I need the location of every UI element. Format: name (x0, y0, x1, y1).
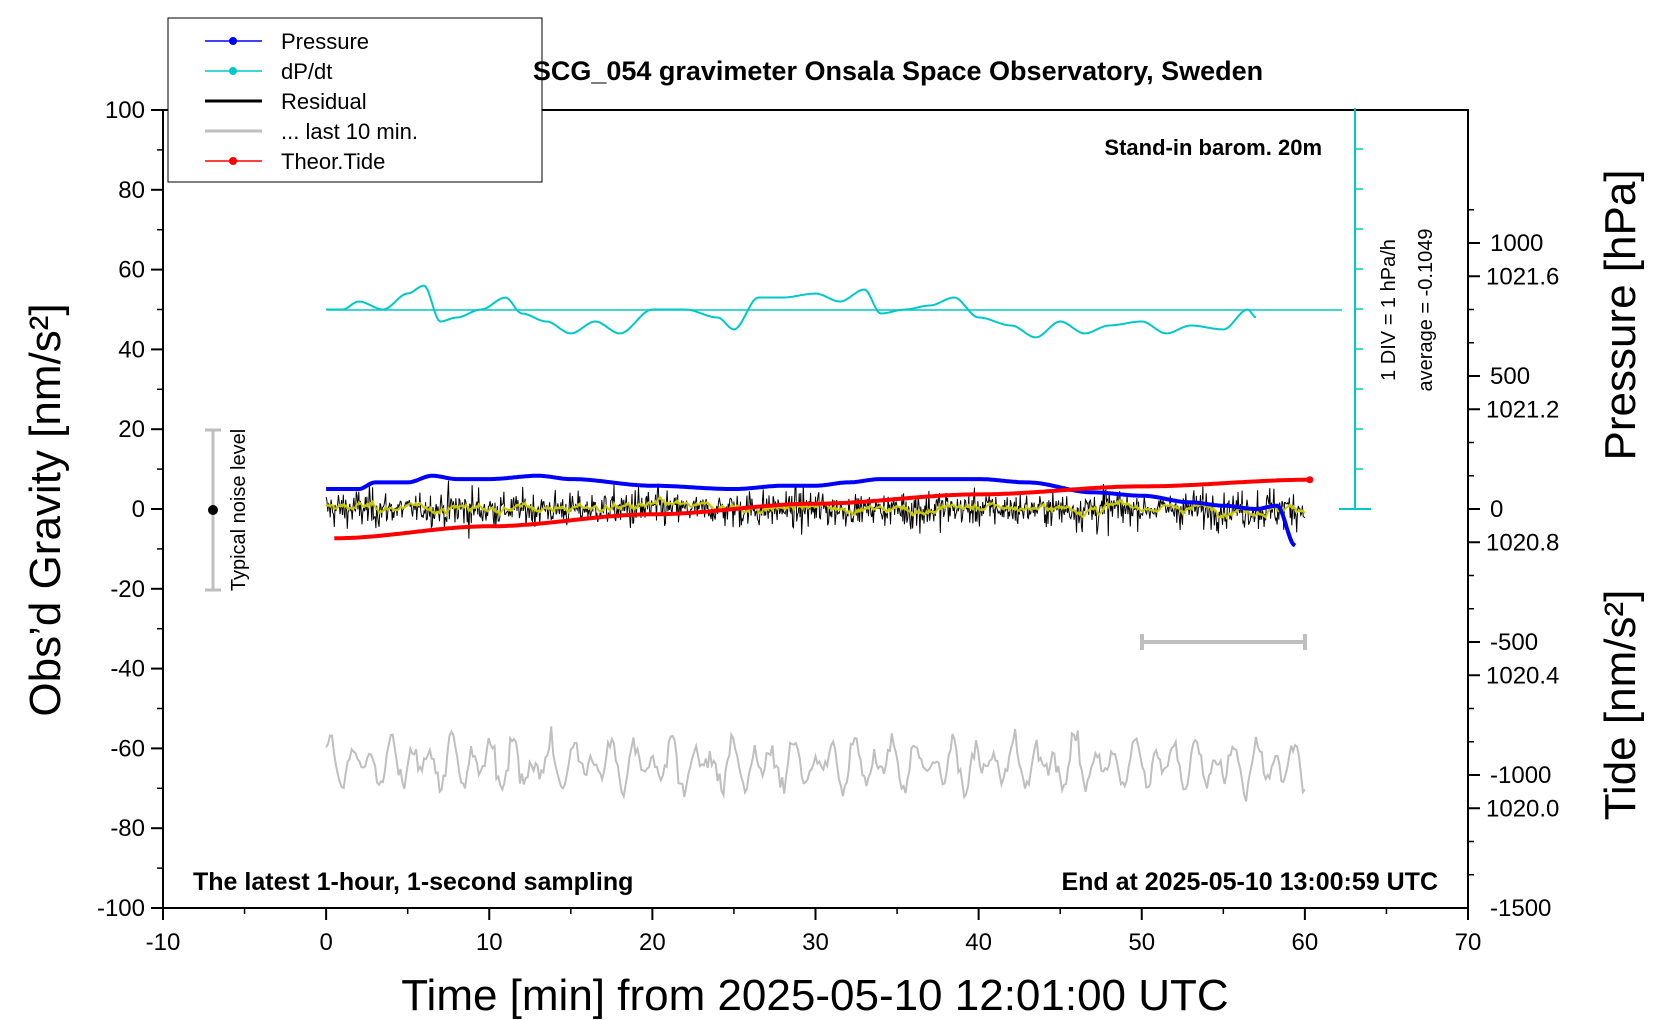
x-axis-title: Time [min] from 2025-05-10 12:01:00 UTC (401, 971, 1228, 1020)
div-scale (1339, 108, 1371, 510)
y-tick-label: 80 (118, 177, 145, 204)
average-note: average = -0.1049 (1415, 229, 1437, 392)
pressure-trace (325, 473, 1297, 548)
y-tick-label: 60 (118, 257, 145, 284)
left-axis-ticks: 100 80 60 40 20 0 -20 -40 -60 -80 -100 (97, 97, 163, 922)
x-tick-label: 50 (1128, 929, 1155, 956)
x-tick-label: 10 (476, 929, 503, 956)
barometer-note: Stand-in barom. 20m (1104, 135, 1322, 160)
div-note: 1 DIV = 1 hPa/h (1378, 239, 1400, 381)
latest-note: The latest 1-hour, 1-second sampling (193, 868, 633, 896)
last-10-min-line (325, 726, 1306, 802)
y-tick-label: 0 (132, 496, 145, 523)
tide-tick-label: 500 (1490, 363, 1530, 390)
legend: Pressure dP/dt Residual ... last 10 min. The… (167, 17, 543, 183)
noise-level-label: Typical noise level (228, 429, 250, 591)
legend-marker (229, 157, 237, 165)
y-tick-label: -60 (110, 735, 145, 762)
noise-level-bar (205, 428, 221, 592)
tide-tick-label: 0 (1490, 496, 1503, 523)
legend-marker (229, 67, 237, 75)
end-note: End at 2025-05-10 13:00:59 UTC (1061, 868, 1438, 896)
residual-line (325, 480, 1306, 539)
pressure-line (325, 473, 1297, 548)
pressure-axis-title: Pressure [hPa] (1596, 169, 1645, 460)
legend-label: dP/dt (281, 59, 332, 84)
legend-label: ... last 10 min. (281, 119, 418, 144)
tide-axis-title: Tide [nm/s²] (1596, 590, 1645, 821)
chart-title: SCG_054 gravimeter Onsala Space Observat… (533, 56, 1263, 86)
tide-line (334, 477, 1310, 541)
ten-min-scale-bar (1140, 634, 1307, 650)
last-10-min-trace (325, 726, 1306, 802)
tide-tick-label: 1000 (1490, 230, 1543, 257)
y-tick-label: -20 (110, 576, 145, 603)
pressure-tick-label: 1020.8 (1486, 529, 1559, 556)
y-tick-label: -80 (110, 815, 145, 842)
legend-marker (229, 37, 237, 45)
x-tick-label: -10 (146, 929, 181, 956)
x-tick-label: 20 (639, 929, 666, 956)
x-tick-label: 70 (1455, 929, 1482, 956)
pressure-tick-label: 1020.0 (1486, 795, 1559, 822)
y-axis-title: Obs’d Gravity [nm/s²] (21, 303, 70, 716)
right-axis-ticks: 1021.6 1021.2 1020.8 1020.4 1020.0 1000 500 0 -5… (1468, 209, 1559, 922)
legend-label: Pressure (281, 29, 369, 54)
residual-trace (325, 480, 1306, 539)
tide-end-point (1306, 476, 1314, 484)
pressure-tick-label: 1020.4 (1486, 662, 1559, 689)
tide-tick-label: -1000 (1490, 762, 1551, 789)
tide-trace (334, 476, 1314, 541)
y-tick-label: 40 (118, 336, 145, 363)
x-tick-label: 0 (319, 929, 332, 956)
pressure-tick-label: 1021.2 (1486, 396, 1559, 423)
y-tick-label: -40 (110, 656, 145, 683)
x-tick-label: 30 (802, 929, 829, 956)
y-tick-label: -100 (97, 895, 145, 922)
x-tick-label: 40 (965, 929, 992, 956)
tide-tick-label: -1500 (1490, 895, 1551, 922)
legend-label: Theor.Tide (281, 149, 385, 174)
tide-tick-label: -500 (1490, 629, 1538, 656)
bottom-axis-ticks: -10 0 10 20 30 40 50 60 70 (146, 908, 1482, 956)
y-tick-label: 100 (105, 97, 145, 124)
legend-label: Residual (281, 89, 367, 114)
x-tick-label: 60 (1292, 929, 1319, 956)
dpdt-trace (326, 284, 1257, 339)
pressure-tick-label: 1021.6 (1486, 263, 1559, 290)
noise-level-dot (208, 505, 218, 515)
dpdt-line (326, 284, 1257, 339)
y-tick-label: 20 (118, 416, 145, 443)
